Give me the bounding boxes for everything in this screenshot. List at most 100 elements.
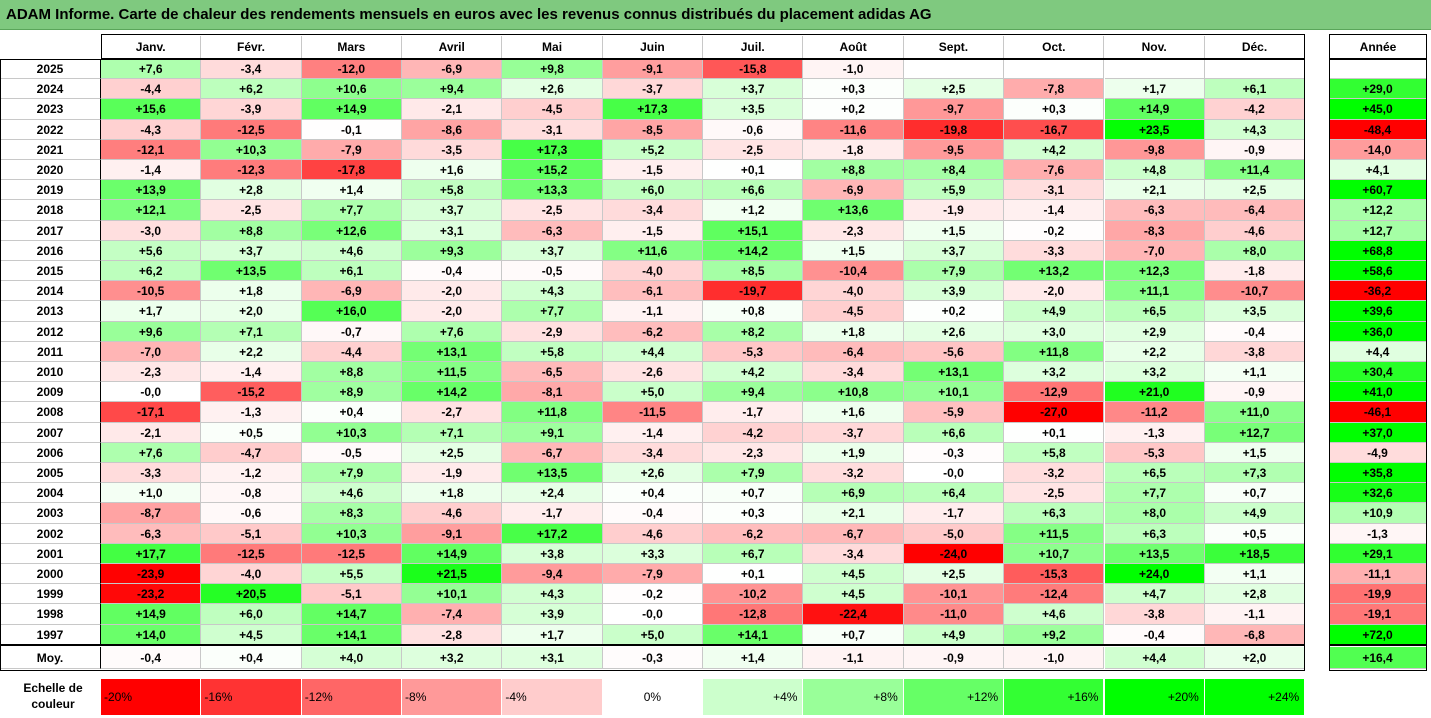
heatmap-cell: -3,1 <box>502 119 603 140</box>
legend-step: +20% <box>1104 679 1205 715</box>
heatmap-cell: +2,5 <box>402 442 503 463</box>
heatmap-cell: +5,9 <box>903 180 1005 201</box>
heatmap-cell: +2,8 <box>201 180 302 201</box>
heatmap-cell: +2,6 <box>903 321 1005 342</box>
heatmap-cell: -11,0 <box>903 604 1005 625</box>
column-header: Juin <box>603 36 704 58</box>
heatmap-cell: +7,9 <box>301 463 403 484</box>
legend-step: -12% <box>301 679 403 715</box>
heatmap-cell: +1,4 <box>301 180 403 201</box>
annual-cell: +37,0 <box>1329 422 1427 443</box>
heatmap-cell: +8,8 <box>201 220 302 241</box>
heatmap-cell: -3,4 <box>201 59 302 80</box>
heatmap-cell: +6,1 <box>1204 79 1306 100</box>
heatmap-cell: +2,1 <box>803 503 904 524</box>
heatmap-cell: +6,9 <box>803 483 904 504</box>
heatmap-cell: +9,3 <box>402 240 503 261</box>
annual-cell: -46,1 <box>1329 402 1427 423</box>
heatmap-cell: -0,8 <box>201 483 302 504</box>
annual-cell: +45,0 <box>1329 99 1427 120</box>
row-year-label: 2023 <box>0 99 101 120</box>
column-header: Avril <box>402 36 503 58</box>
legend-label-line2: couleur <box>31 697 75 711</box>
heatmap-cell: -12,5 <box>201 543 302 564</box>
heatmap-cell: +1,8 <box>402 483 503 504</box>
heatmap-cell: -1,7 <box>502 503 603 524</box>
heatmap-cell: +0,1 <box>703 564 804 585</box>
heatmap-cell <box>903 59 1005 80</box>
row-year-label: 1997 <box>0 624 101 645</box>
heatmap-cell: +1,1 <box>1204 362 1306 383</box>
heatmap-cell: +10,1 <box>903 382 1005 403</box>
legend-step: +16% <box>1004 679 1105 715</box>
heatmap-cell: +2,2 <box>201 341 302 362</box>
heatmap-cell: +3,7 <box>903 240 1005 261</box>
heatmap-cell: +4,3 <box>502 281 603 302</box>
heatmap-cell: +24,0 <box>1104 564 1205 585</box>
heatmap-cell: +1,8 <box>803 321 904 342</box>
heatmap-cell: -1,4 <box>1004 200 1105 221</box>
heatmap-cell: -1,2 <box>201 463 302 484</box>
row-year-label: 2025 <box>0 59 101 80</box>
heatmap-cell: -4,5 <box>502 99 603 120</box>
heatmap-cell: +11,5 <box>402 362 503 383</box>
heatmap-cell: -4,2 <box>1204 99 1306 120</box>
heatmap-cell: +6,3 <box>1004 503 1105 524</box>
heatmap-cell: +5,8 <box>402 180 503 201</box>
heatmap-cell: +5,2 <box>602 139 704 160</box>
average-cell: +3,2 <box>402 647 503 669</box>
heatmap-cell: -0,0 <box>101 382 202 403</box>
heatmap-cell: +4,2 <box>703 362 804 383</box>
heatmap-cell: -2,6 <box>602 362 704 383</box>
heatmap-cell: -12,4 <box>1004 584 1105 605</box>
heatmap-cell: +13,5 <box>502 463 603 484</box>
row-year-label: 2022 <box>0 119 101 140</box>
heatmap-cell: -6,4 <box>803 341 904 362</box>
heatmap-cell: +14,9 <box>301 99 403 120</box>
heatmap-cell: +14,9 <box>101 604 202 625</box>
heatmap-cell: +14,2 <box>402 382 503 403</box>
heatmap-cell: +7,7 <box>1104 483 1205 504</box>
row-year-label: 2001 <box>0 543 101 564</box>
heatmap-cell: +1,6 <box>803 402 904 423</box>
annual-cell: +12,7 <box>1329 220 1427 241</box>
row-year-label: 1998 <box>0 604 101 625</box>
heatmap-cell: -2,1 <box>101 422 202 443</box>
heatmap-cell: +5,8 <box>1004 442 1105 463</box>
column-header: Mai <box>502 36 603 58</box>
heatmap-cell: -3,2 <box>1004 463 1105 484</box>
heatmap-cell: -4,6 <box>1204 220 1306 241</box>
row-year-label: 2016 <box>0 240 101 261</box>
row-year-label: 2005 <box>0 463 101 484</box>
heatmap-cell: +3,7 <box>402 200 503 221</box>
heatmap-cell: +6,1 <box>301 261 403 282</box>
row-year-label: 2013 <box>0 301 101 322</box>
heatmap-cell: -16,7 <box>1004 119 1105 140</box>
heatmap-cell: -1,5 <box>602 160 704 181</box>
heatmap-cell: +0,7 <box>803 624 904 645</box>
heatmap-cell: +17,3 <box>502 139 603 160</box>
heatmap-cell: -1,9 <box>402 463 503 484</box>
legend-step: +24% <box>1204 679 1306 715</box>
heatmap-cell: +1,7 <box>101 301 202 322</box>
heatmap-cell: +7,6 <box>101 442 202 463</box>
heatmap-cell: +3,5 <box>703 99 804 120</box>
heatmap-cell: +14,9 <box>402 543 503 564</box>
heatmap-cell: -0,4 <box>402 261 503 282</box>
heatmap-cell: +4,4 <box>602 341 704 362</box>
heatmap-cell: +14,0 <box>101 624 202 645</box>
heatmap-cell: +1,2 <box>703 200 804 221</box>
heatmap-cell: -4,0 <box>602 261 704 282</box>
heatmap-cell: -4,7 <box>201 442 302 463</box>
heatmap-cell: -7,0 <box>1104 240 1205 261</box>
heatmap-cell: -4,4 <box>101 79 202 100</box>
heatmap-cell: -2,5 <box>703 139 804 160</box>
heatmap-cell: -9,4 <box>502 564 603 585</box>
heatmap-cell: +7,1 <box>201 321 302 342</box>
heatmap-cell: -19,8 <box>903 119 1005 140</box>
heatmap-cell: +11,6 <box>602 240 704 261</box>
heatmap-cell: -5,1 <box>301 584 403 605</box>
heatmap-cell: +0,5 <box>1204 523 1306 544</box>
heatmap-cell: -6,2 <box>703 523 804 544</box>
heatmap-cell: +3,2 <box>1004 362 1105 383</box>
